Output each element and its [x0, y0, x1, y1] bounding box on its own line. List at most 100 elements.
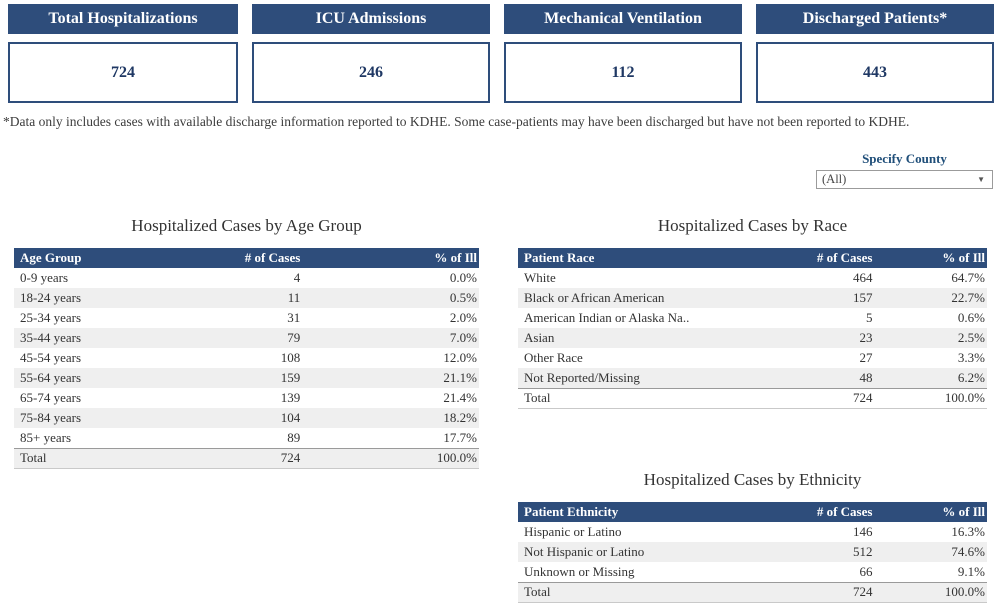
table-row: 65-74 years 139 21.4%	[14, 388, 479, 408]
card-title: Total Hospitalizations	[8, 4, 238, 34]
table-cell: Not Reported/Missing	[524, 369, 640, 385]
column-header: Patient Race	[518, 248, 776, 268]
card-discharged-patients: Discharged Patients* 443	[756, 4, 994, 103]
table-cell: American Indian or Alaska Na..	[524, 310, 690, 325]
table-cell: 17.7%	[443, 429, 477, 445]
age-table: Age Group # of Cases % of Ill 0-9 years 4…	[14, 248, 479, 469]
table-cell: 108	[280, 350, 301, 365]
table-cell: 4	[293, 270, 301, 285]
table-cell: 27	[859, 350, 873, 365]
table-cell: 31	[287, 310, 301, 325]
table-cell: 48	[859, 369, 873, 385]
table-cell: 64.7%	[951, 270, 985, 285]
table-cell: 0-9 years	[20, 270, 69, 285]
county-filter-selected-value: (All)	[822, 172, 847, 186]
ethnicity-table-title: Hospitalized Cases by Ethnicity	[643, 470, 862, 489]
table-cell: White	[524, 270, 556, 285]
table-cell: 85+ years	[20, 429, 72, 445]
table-row: 18-24 years 11 0.5%	[14, 288, 479, 308]
table-row: Unknown or Missing 66 9.1%	[518, 562, 987, 582]
table-cell: 65-74 years	[20, 390, 82, 405]
table-cell: 18.2%	[443, 410, 477, 425]
table-row: 45-54 years 108 12.0%	[14, 348, 479, 368]
table-cell: 22.7%	[951, 290, 985, 305]
table-row: American Indian or Alaska Na.. 5 0.6%	[518, 308, 987, 328]
table-row: Asian 23 2.5%	[518, 328, 987, 348]
card-value: 246	[252, 42, 490, 103]
column-header: Age Group	[14, 248, 224, 268]
column-header: % of Ill	[302, 248, 479, 268]
table-cell: Other Race	[524, 350, 583, 365]
table-cell: 100.0%	[874, 581, 987, 603]
table-cell: 139	[280, 390, 301, 405]
table-cell: 0.5%	[449, 290, 477, 305]
card-title: Mechanical Ventilation	[504, 4, 742, 34]
table-cell: Total	[14, 447, 224, 469]
table-total-row: Total 724 100.0%	[14, 447, 479, 469]
table-cell: 45-54 years	[20, 350, 82, 365]
table-cell: 0.0%	[449, 270, 477, 285]
county-filter-label: Specify County	[862, 151, 947, 166]
table-row: Not Hispanic or Latino 512 74.6%	[518, 542, 987, 562]
card-title: ICU Admissions	[252, 4, 490, 34]
table-cell: 9.1%	[957, 563, 985, 579]
table-row: Hispanic or Latino 146 16.3%	[518, 522, 987, 542]
card-value: 724	[8, 42, 238, 103]
table-row: Not Reported/Missing 48 6.2%	[518, 368, 987, 388]
table-cell: 18-24 years	[20, 290, 82, 305]
discharge-footnote: *Data only includes cases with available…	[3, 114, 910, 129]
table-cell: 79	[287, 330, 301, 345]
table-row: White 464 64.7%	[518, 268, 987, 288]
table-cell: 21.4%	[443, 390, 477, 405]
table-cell: Total	[518, 581, 776, 603]
table-row: Black or African American 157 22.7%	[518, 288, 987, 308]
table-cell: Hispanic or Latino	[524, 524, 622, 539]
card-total-hospitalizations: Total Hospitalizations 724	[8, 4, 238, 103]
table-cell: Total	[518, 387, 776, 409]
table-cell: 6.2%	[957, 369, 985, 385]
race-table-header: Patient Race # of Cases % of Ill	[518, 248, 987, 268]
column-header: # of Cases	[223, 248, 303, 268]
table-cell: 75-84 years	[20, 410, 82, 425]
table-cell: 2.5%	[957, 330, 985, 345]
race-table-title: Hospitalized Cases by Race	[657, 216, 848, 235]
table-cell: 146	[852, 524, 873, 539]
table-total-row: Total 724 100.0%	[518, 387, 987, 409]
column-header: # of Cases	[775, 248, 875, 268]
card-title: Discharged Patients*	[756, 4, 994, 34]
column-header: % of Ill	[874, 248, 987, 268]
age-table-header: Age Group # of Cases % of Ill	[14, 248, 479, 268]
table-cell: 21.1%	[443, 370, 477, 385]
table-cell: 16.3%	[951, 524, 985, 539]
table-cell: Black or African American	[524, 290, 665, 305]
card-value: 443	[756, 42, 994, 103]
table-cell: 89	[287, 429, 301, 445]
table-cell: 104	[280, 410, 301, 425]
table-cell: 159	[280, 370, 301, 385]
table-cell: 724	[775, 581, 875, 603]
ethnicity-table: Patient Ethnicity # of Cases % of Ill Hi…	[518, 502, 987, 603]
column-header: Patient Ethnicity	[518, 502, 776, 522]
table-cell: 0.6%	[957, 310, 985, 325]
table-cell: 12.0%	[443, 350, 477, 365]
table-row: 35-44 years 79 7.0%	[14, 328, 479, 348]
table-row: 0-9 years 4 0.0%	[14, 268, 479, 288]
age-table-title: Hospitalized Cases by Age Group	[131, 216, 362, 235]
table-cell: 512	[852, 544, 873, 559]
table-row: 75-84 years 104 18.2%	[14, 408, 479, 428]
table-row: 55-64 years 159 21.1%	[14, 368, 479, 388]
table-cell: 55-64 years	[20, 370, 82, 385]
table-cell: Asian	[524, 330, 555, 345]
table-cell: 724	[775, 387, 875, 409]
summary-cards-row: Total Hospitalizations 724 ICU Admission…	[8, 4, 994, 103]
table-row: 85+ years 89 17.7%	[14, 428, 479, 448]
table-cell: Unknown or Missing	[524, 563, 635, 579]
card-icu-admissions: ICU Admissions 246	[252, 4, 490, 103]
table-row: 25-34 years 31 2.0%	[14, 308, 479, 328]
table-cell: 5	[865, 310, 873, 325]
table-cell: 66	[859, 563, 873, 579]
chevron-down-icon[interactable]: ▼	[977, 175, 985, 184]
table-total-row: Total 724 100.0%	[518, 581, 987, 603]
county-filter-dropdown[interactable]: (All) ▼	[816, 170, 993, 189]
table-cell: 25-34 years	[20, 310, 82, 325]
